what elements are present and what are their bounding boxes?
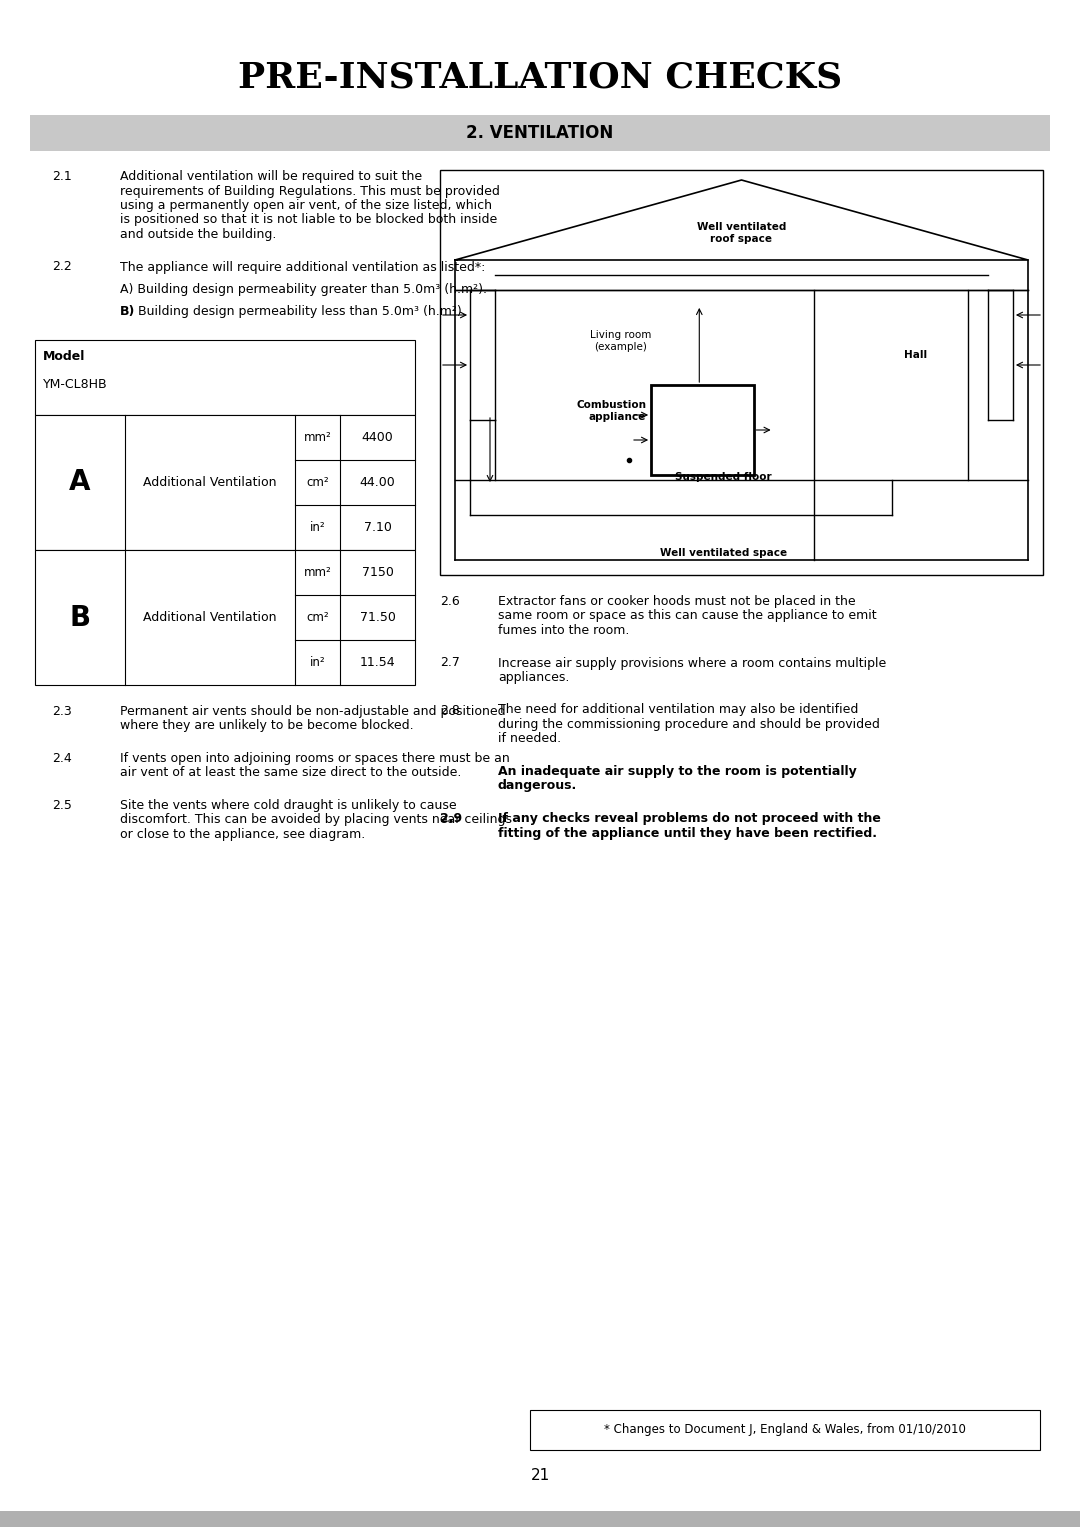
Text: 2.4: 2.4 xyxy=(52,751,71,765)
Text: 44.00: 44.00 xyxy=(360,476,395,489)
Text: Building design permeability less than 5.0m³ (h.m²).: Building design permeability less than 5… xyxy=(134,305,465,319)
Text: cm²: cm² xyxy=(307,476,328,489)
Text: A) Building design permeability greater than 5.0m³ (h.m²).: A) Building design permeability greater … xyxy=(120,282,487,296)
Text: discomfort. This can be avoided by placing vents near ceilings: discomfort. This can be avoided by placi… xyxy=(120,814,512,826)
Text: Hall: Hall xyxy=(904,350,928,360)
Text: 2.5: 2.5 xyxy=(52,799,72,812)
Text: is positioned so that it is not liable to be blocked both inside: is positioned so that it is not liable t… xyxy=(120,214,497,226)
Text: PRE-INSTALLATION CHECKS: PRE-INSTALLATION CHECKS xyxy=(238,61,842,95)
Text: 7.10: 7.10 xyxy=(364,521,391,534)
Text: if needed.: if needed. xyxy=(498,733,562,745)
Text: Combustion
appliance: Combustion appliance xyxy=(576,400,646,423)
Bar xyxy=(651,385,754,475)
Text: 2.6: 2.6 xyxy=(440,596,460,608)
Text: B): B) xyxy=(120,305,135,319)
Bar xyxy=(30,115,1050,151)
Text: and outside the building.: and outside the building. xyxy=(120,228,276,241)
Bar xyxy=(440,169,1043,576)
Text: 2.9: 2.9 xyxy=(440,812,462,825)
Text: Suspended floor: Suspended floor xyxy=(675,472,772,483)
Text: dangerous.: dangerous. xyxy=(498,779,577,793)
Text: mm²: mm² xyxy=(303,567,332,579)
Text: YM-CL8HB: YM-CL8HB xyxy=(43,379,108,391)
Text: in²: in² xyxy=(310,657,325,669)
Text: requirements of Building Regulations. This must be provided: requirements of Building Regulations. Th… xyxy=(120,185,500,197)
Text: mm²: mm² xyxy=(303,431,332,444)
Text: An inadequate air supply to the room is potentially: An inadequate air supply to the room is … xyxy=(498,765,856,777)
Bar xyxy=(530,1409,1040,1451)
Text: 7150: 7150 xyxy=(362,567,393,579)
Text: fumes into the room.: fumes into the room. xyxy=(498,625,630,637)
Text: Additional ventilation will be required to suit the: Additional ventilation will be required … xyxy=(120,169,422,183)
Bar xyxy=(0,1513,1080,1527)
Text: If any checks reveal problems do not proceed with the: If any checks reveal problems do not pro… xyxy=(498,812,881,825)
Text: using a permanently open air vent, of the size listed, which: using a permanently open air vent, of th… xyxy=(120,199,492,212)
Text: B: B xyxy=(69,603,91,632)
Text: The appliance will require additional ventilation as listed*:: The appliance will require additional ve… xyxy=(120,261,485,273)
Text: 2.1: 2.1 xyxy=(52,169,71,183)
Text: Living room
(example): Living room (example) xyxy=(590,330,651,353)
Text: 11.54: 11.54 xyxy=(360,657,395,669)
Text: fitting of the appliance until they have been rectified.: fitting of the appliance until they have… xyxy=(498,826,877,840)
Text: in²: in² xyxy=(310,521,325,534)
Text: 71.50: 71.50 xyxy=(360,611,395,625)
Text: The need for additional ventilation may also be identified: The need for additional ventilation may … xyxy=(498,704,859,716)
Text: 2.3: 2.3 xyxy=(52,705,71,718)
Text: 2. VENTILATION: 2. VENTILATION xyxy=(467,124,613,142)
Text: 4400: 4400 xyxy=(362,431,393,444)
Text: Permanent air vents should be non-adjustable and positioned: Permanent air vents should be non-adjust… xyxy=(120,705,505,718)
Text: 21: 21 xyxy=(530,1467,550,1483)
Text: Well ventilated
roof space: Well ventilated roof space xyxy=(697,221,786,244)
Text: Additional Ventilation: Additional Ventilation xyxy=(144,611,276,625)
Text: cm²: cm² xyxy=(307,611,328,625)
Text: * Changes to Document J, England & Wales, from 01/10/2010: * Changes to Document J, England & Wales… xyxy=(604,1423,966,1437)
Text: Site the vents where cold draught is unlikely to cause: Site the vents where cold draught is unl… xyxy=(120,799,457,812)
Text: Well ventilated space: Well ventilated space xyxy=(660,548,787,557)
Bar xyxy=(35,550,415,686)
Bar xyxy=(35,415,415,550)
Text: air vent of at least the same size direct to the outside.: air vent of at least the same size direc… xyxy=(120,767,461,779)
Bar xyxy=(0,1512,1080,1527)
Text: Additional Ventilation: Additional Ventilation xyxy=(144,476,276,489)
Bar xyxy=(35,341,415,415)
Text: Extractor fans or cooker hoods must not be placed in the: Extractor fans or cooker hoods must not … xyxy=(498,596,855,608)
Text: appliances.: appliances. xyxy=(498,670,569,684)
Text: A: A xyxy=(69,469,91,496)
Text: where they are unlikely to be become blocked.: where they are unlikely to be become blo… xyxy=(120,719,414,733)
Text: 2.7: 2.7 xyxy=(440,657,460,669)
Text: 2.2: 2.2 xyxy=(52,261,71,273)
Text: or close to the appliance, see diagram.: or close to the appliance, see diagram. xyxy=(120,828,365,841)
Text: during the commissioning procedure and should be provided: during the commissioning procedure and s… xyxy=(498,718,880,731)
Text: Model: Model xyxy=(43,350,85,363)
Bar xyxy=(0,1512,1080,1527)
Text: same room or space as this can cause the appliance to emit: same room or space as this can cause the… xyxy=(498,609,877,623)
Text: Increase air supply provisions where a room contains multiple: Increase air supply provisions where a r… xyxy=(498,657,887,669)
Text: If vents open into adjoining rooms or spaces there must be an: If vents open into adjoining rooms or sp… xyxy=(120,751,510,765)
Text: 2.8: 2.8 xyxy=(440,704,460,716)
